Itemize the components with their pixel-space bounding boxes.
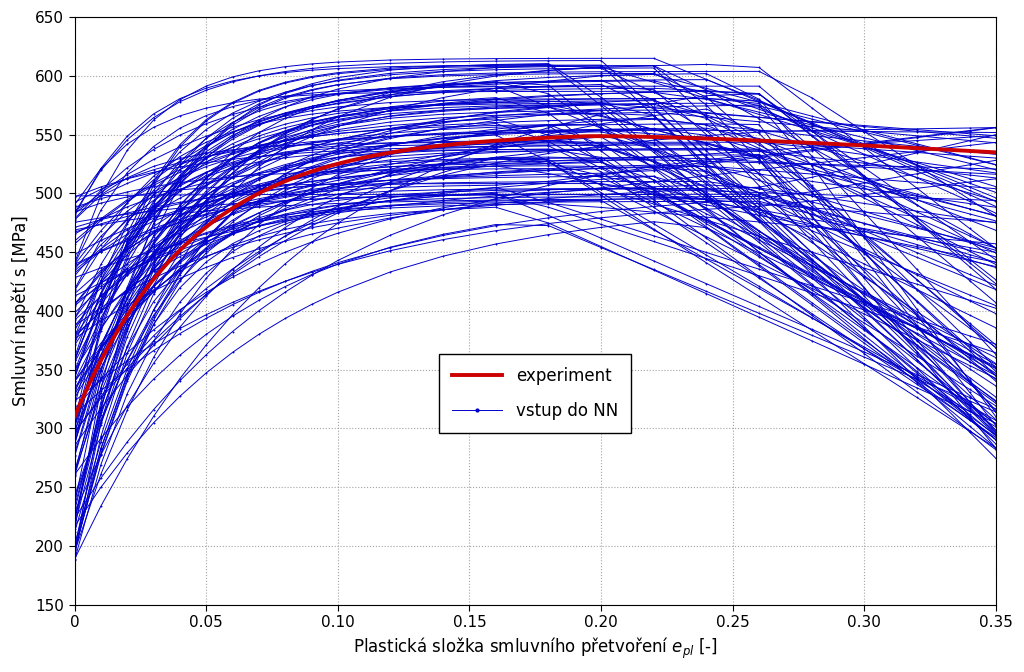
experiment (613, 132, 626, 140)
experiment (305, 167, 317, 175)
Y-axis label: Smluvní napětí s [MPa]: Smluvní napětí s [MPa] (11, 216, 30, 407)
experiment (990, 149, 1002, 157)
experiment (485, 137, 498, 145)
experiment (589, 132, 601, 140)
experiment (231, 201, 244, 209)
experiment (685, 134, 697, 142)
experiment (764, 137, 776, 145)
X-axis label: Plastická složka smluvního přetvoření $e_{pl}$ [-]: Plastická složka smluvního přetvoření $e… (353, 636, 718, 661)
experiment (69, 413, 81, 421)
Line: experiment: experiment (75, 136, 996, 417)
Legend: experiment, vstup do NN: experiment, vstup do NN (439, 353, 632, 433)
